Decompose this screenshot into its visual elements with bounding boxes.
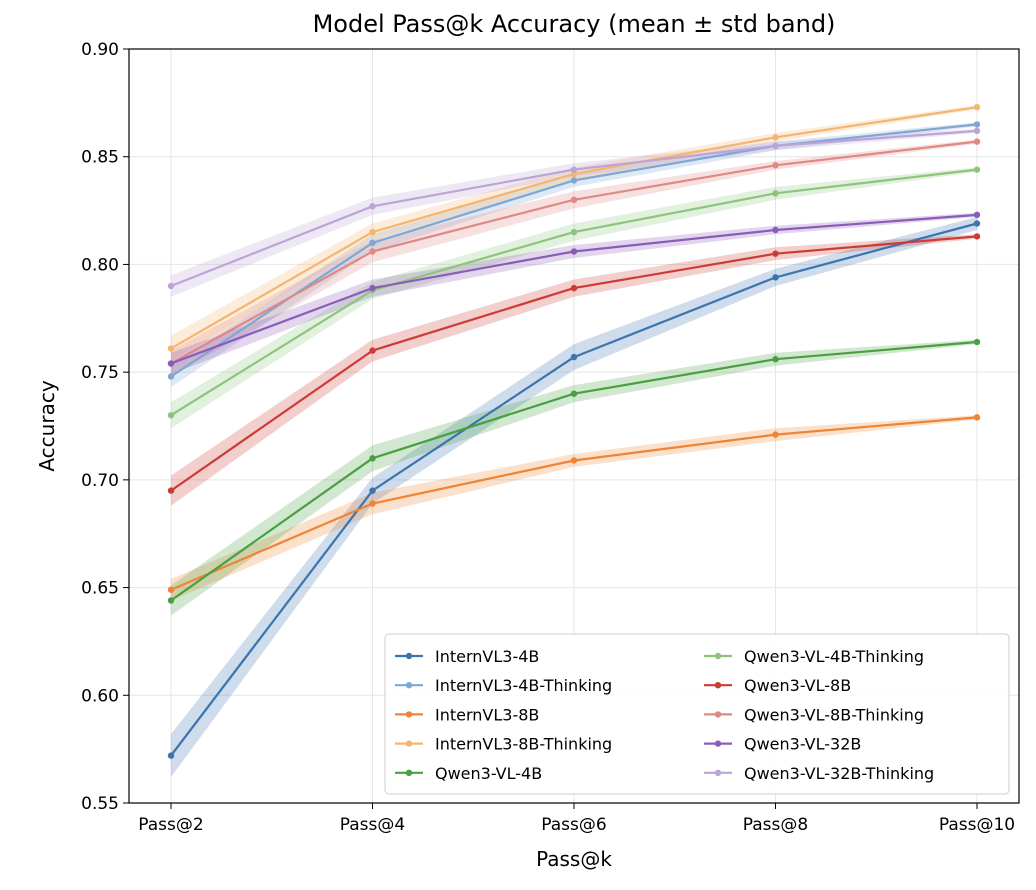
x-axis-label: Pass@k [536,847,612,871]
data-point [772,142,779,150]
y-tick-label: 0.75 [81,363,119,383]
y-axis-ticks: 0.55 0.60 0.65 0.70 0.75 0.80 0.85 0.90 [81,40,129,814]
legend-label: Qwen3-VL-4B [435,764,542,783]
chart-title: Model Pass@k Accuracy (mean ± std band) [313,10,836,38]
y-tick-label: 0.90 [81,40,119,60]
data-point [973,414,981,421]
legend-entry: InternVL3-4B [395,647,539,666]
data-point [973,220,981,227]
legend-marker [714,740,722,747]
data-point [973,103,981,111]
data-point [570,228,578,236]
data-point [973,211,981,219]
legend-label: Qwen3-VL-8B-Thinking [744,705,924,724]
x-axis-ticks: Pass@2 Pass@4 Pass@6 Pass@8 Pass@10 [138,803,1015,835]
std-band-8 [171,212,977,375]
legend-entry: Qwen3-VL-4B-Thinking [704,647,924,666]
data-point [369,500,376,507]
data-point [369,347,376,354]
data-point [570,177,578,184]
y-tick-label: 0.80 [81,255,119,275]
data-point [167,597,175,604]
data-point [167,586,175,593]
legend-entry: Qwen3-VL-4B [395,764,542,783]
legend-marker [714,652,722,660]
series-lines [167,103,981,759]
data-point [772,356,779,363]
legend-marker [405,769,413,776]
data-point [772,250,779,257]
x-tick-label: Pass@4 [340,815,405,835]
data-point [570,284,578,292]
data-point [570,390,578,397]
legend-entry: Qwen3-VL-32B-Thinking [704,764,934,783]
legend-label: Qwen3-VL-8B [744,676,851,695]
legend-marker [405,711,413,718]
legend-entry: InternVL3-8B [395,705,539,724]
legend-entry: Qwen3-VL-8B [704,676,851,695]
data-point [369,239,376,247]
data-point [369,228,376,236]
data-point [973,138,981,145]
data-point [973,233,981,240]
legend-marker [714,682,722,689]
legend-label: Qwen3-VL-32B-Thinking [744,764,934,783]
legend-label: Qwen3-VL-32B [744,735,861,754]
y-tick-label: 0.85 [81,148,119,168]
legend-entry: Qwen3-VL-8B-Thinking [704,705,924,724]
data-point [570,166,578,173]
y-tick-label: 0.60 [81,686,119,706]
x-tick-label: Pass@6 [541,815,606,835]
y-tick-label: 0.55 [81,794,119,814]
x-tick-label: Pass@8 [743,815,808,835]
data-point [973,127,981,135]
y-tick-label: 0.70 [81,471,119,491]
data-point [167,360,175,367]
data-point [772,162,779,169]
data-point [570,457,578,464]
legend-box [384,633,1010,795]
data-point [167,412,175,419]
legend-entry: InternVL3-4B-Thinking [395,676,612,695]
data-point [772,274,779,281]
data-point [570,248,578,255]
legend-entry: Qwen3-VL-32B [704,735,861,754]
y-tick-label: 0.65 [81,579,119,599]
data-point [369,455,376,462]
data-point [167,487,175,494]
data-point [167,752,175,759]
legend-marker [405,740,413,747]
data-point [369,284,376,292]
data-point [369,203,376,210]
data-point [973,338,981,346]
legend-entry: InternVL3-8B-Thinking [395,735,612,754]
data-point [772,190,779,197]
legend-label: InternVL3-4B-Thinking [435,676,612,695]
data-point [167,282,175,290]
legend: InternVL3-4B InternVL3-4B-Thinking InternV… [384,633,1010,795]
data-point [570,353,578,361]
data-point [167,345,175,352]
legend-label: Qwen3-VL-4B-Thinking [744,647,924,666]
legend-label: InternVL3-8B [435,705,539,724]
legend-label: InternVL3-8B-Thinking [435,735,612,754]
data-point [973,166,981,173]
data-point [570,196,578,203]
data-point [973,121,981,128]
y-axis-label: Accuracy [35,380,59,471]
legend-marker [405,682,413,689]
x-tick-label: Pass@2 [138,815,203,835]
data-point [369,487,376,494]
data-point [369,248,376,255]
legend-marker [714,711,722,718]
legend-marker [405,652,413,660]
data-point [772,431,779,438]
data-point [772,134,779,141]
data-point [167,373,175,380]
data-point [772,226,779,234]
legend-label: InternVL3-4B [435,647,539,666]
legend-marker [714,769,722,776]
x-tick-label: Pass@10 [939,815,1015,835]
